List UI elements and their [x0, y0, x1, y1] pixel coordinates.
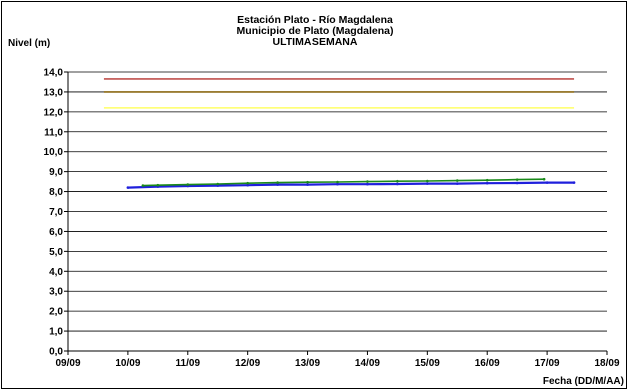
y-tick-label: 2,0	[49, 307, 63, 318]
y-tick-label: 7,0	[49, 207, 63, 218]
x-axis-label: Fecha (DD/M/AA)	[542, 376, 624, 387]
y-tick-label: 13,0	[44, 87, 64, 98]
y-tick-label: 9,0	[49, 167, 63, 178]
data-point	[336, 180, 339, 184]
data-point	[515, 181, 519, 185]
data-point	[572, 181, 576, 184]
data-point	[156, 183, 160, 187]
data-point	[366, 182, 369, 186]
data-point	[426, 182, 429, 185]
data-point	[276, 183, 279, 186]
x-tick-label: 14/09	[355, 358, 380, 369]
data-point	[455, 182, 459, 185]
x-tick-label: 09/09	[55, 358, 80, 369]
data-point	[246, 183, 249, 187]
x-tick-label: 15/09	[415, 358, 440, 369]
y-tick-label: 5,0	[49, 247, 63, 258]
data-point	[545, 181, 549, 184]
y-tick-label: 10,0	[44, 147, 64, 158]
series-line	[127, 181, 575, 189]
data-point	[306, 183, 309, 186]
data-point	[306, 180, 309, 184]
data-point	[186, 183, 190, 186]
data-point	[366, 180, 369, 183]
data-point	[455, 179, 459, 182]
data-point	[396, 182, 399, 186]
chart-subtitle: Municipio de Plato (Magdalena)	[236, 25, 394, 37]
data-point	[485, 181, 489, 185]
data-point	[542, 177, 546, 181]
x-tick-label: 13/09	[295, 358, 320, 369]
y-tick-label: 14,0	[44, 68, 64, 79]
data-point	[396, 179, 399, 183]
y-tick-label: 6,0	[49, 227, 63, 238]
x-tick-label: 12/09	[235, 358, 260, 369]
x-tick-label: 16/09	[475, 358, 500, 369]
y-tick-label: 0,0	[49, 347, 63, 358]
data-point	[485, 178, 489, 182]
data-point	[276, 181, 279, 184]
y-tick-label: 4,0	[49, 267, 63, 278]
data-point	[336, 182, 339, 186]
data-point	[216, 182, 220, 186]
y-tick-label: 1,0	[49, 327, 63, 338]
y-tick-label: 12,0	[44, 107, 64, 118]
y-axis-label: Nivel (m)	[8, 38, 51, 49]
data-point	[141, 184, 145, 187]
chart-subtitle-2: ULTIMA SEMANA	[272, 36, 358, 48]
data-point	[126, 186, 130, 189]
y-tick-label: 3,0	[49, 287, 63, 298]
data-point	[515, 178, 519, 181]
data-point	[246, 181, 249, 185]
data-point	[426, 179, 429, 183]
y-tick-label: 11,0	[44, 127, 63, 138]
x-tick-label: 17/09	[535, 358, 560, 369]
x-tick-label: 10/09	[115, 358, 140, 369]
x-tick-label: 18/09	[594, 358, 619, 369]
y-tick-label: 8,0	[49, 187, 63, 198]
x-tick-label: 11/09	[176, 358, 201, 369]
chart-title: Estación Plato - Río Magdalena	[237, 14, 393, 26]
